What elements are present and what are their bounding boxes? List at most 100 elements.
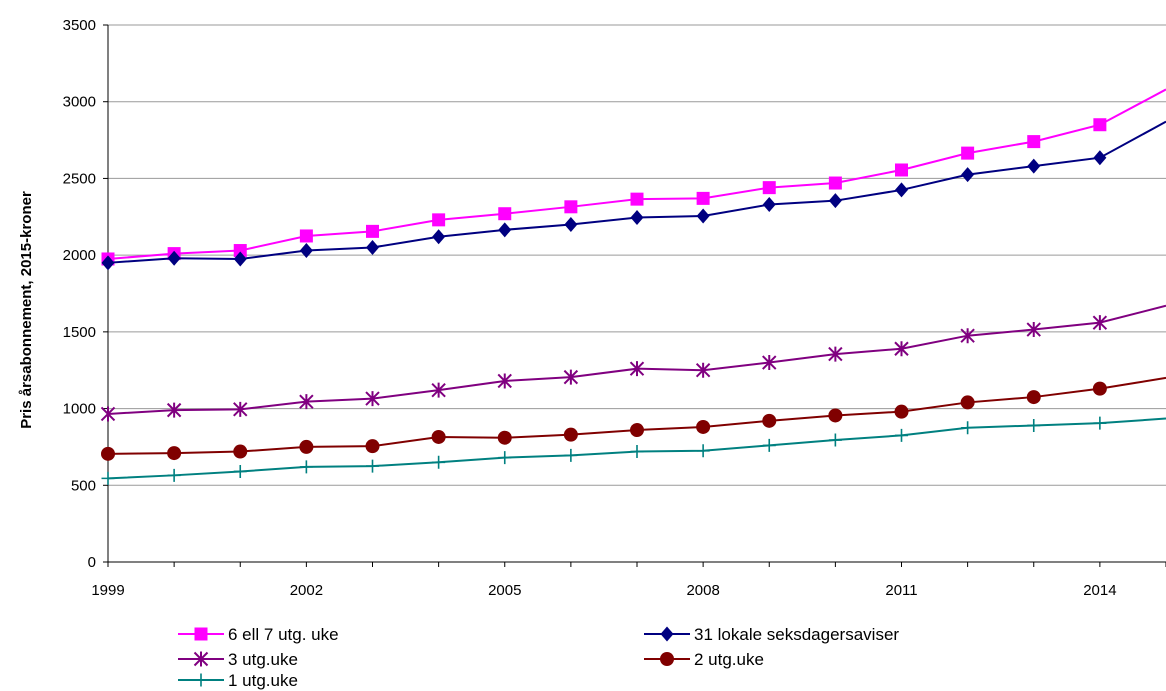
data-point [233,244,247,258]
data-point [563,427,578,442]
legend-marker [194,673,208,687]
data-point [563,369,579,385]
series-1 [101,120,1166,271]
data-point [630,445,644,459]
data-point [497,373,512,389]
data-point [167,446,182,461]
data-point [1027,418,1041,432]
data-point [233,464,247,478]
data-point [366,224,379,238]
data-point [1027,135,1041,149]
data-point [299,439,314,454]
data-point [564,200,578,214]
data-point [431,382,446,398]
data-point [895,163,908,177]
data-point [233,444,248,459]
x-tick-label: 2005 [488,582,521,599]
data-point [431,429,446,444]
gridlines [108,24,1166,486]
legend-label: 1 utg.uke [228,671,298,690]
data-point [299,394,314,410]
data-point [894,341,909,357]
data-point [564,448,578,462]
series-lines [100,88,1166,485]
y-axis-ticks: 0 500 1000 1500 2000 2500 3000 3500 [63,17,108,571]
data-point [828,193,842,209]
data-point [100,406,116,422]
y-tick-label: 0 [88,554,96,571]
legend-item: 31 lokale seksdagersaviser [644,625,899,644]
data-point [498,451,512,465]
legend-marker [660,626,674,642]
y-tick-label: 2500 [63,170,96,187]
series-3 [101,376,1166,461]
legend-label: 6 ell 7 utg. uke [228,625,339,644]
data-point [1093,150,1107,166]
data-point [762,438,776,452]
data-point [365,391,380,407]
data-point [101,471,115,485]
legend-item: 3 utg.uke [178,650,298,669]
data-point [1093,118,1107,132]
data-point [895,182,908,198]
data-point [828,433,842,447]
y-tick-label: 3500 [63,17,96,34]
data-point [762,355,777,371]
data-point [828,176,842,190]
series-4 [101,416,1166,485]
data-point [366,239,379,255]
x-tick-label: 2011 [885,582,917,599]
data-point [1027,158,1041,174]
legend-label: 2 utg.uke [694,650,764,669]
legend-label: 3 utg.uke [228,650,298,669]
data-point [233,401,248,417]
data-point [696,208,710,224]
x-tick-label: 2008 [686,582,719,599]
data-point [1093,416,1107,430]
data-point [1092,315,1108,331]
data-point [1092,381,1107,396]
data-point [696,191,710,205]
data-point [366,459,379,473]
data-point [894,404,909,419]
data-point [299,229,313,243]
x-tick-label: 2002 [290,582,323,599]
data-point [365,439,380,454]
legend-item: 6 ell 7 utg. uke [178,625,339,644]
data-point [960,395,975,410]
data-point [696,444,710,458]
data-point [101,446,115,461]
data-point [630,192,644,206]
data-point [432,213,446,227]
series-line [107,120,1166,264]
y-tick-label: 2000 [63,247,96,264]
data-point [167,250,181,266]
y-tick-label: 3000 [63,94,96,111]
data-point [1026,390,1041,405]
x-tick-label: 2014 [1083,582,1116,599]
axes [107,25,1166,563]
data-point [101,255,115,271]
data-point [299,243,313,259]
x-tick-label: 1999 [91,582,124,599]
legend-label: 31 lokale seksdagersaviser [694,625,899,644]
data-point [498,222,512,238]
data-point [167,468,181,482]
series-line [107,304,1166,415]
data-point [629,361,645,377]
data-point [762,413,777,428]
y-tick-label: 500 [71,477,96,494]
y-tick-label: 1500 [63,324,96,341]
legend-item: 2 utg.uke [644,650,764,669]
data-point [498,207,512,221]
data-point [299,460,313,474]
legend-marker [660,652,674,666]
series-2 [100,304,1166,422]
data-point [961,421,975,435]
data-point [497,430,512,445]
legend-marker [194,627,208,641]
data-point [828,408,843,423]
data-point [696,419,711,434]
legend-marker [193,651,209,667]
data-point [695,362,711,378]
